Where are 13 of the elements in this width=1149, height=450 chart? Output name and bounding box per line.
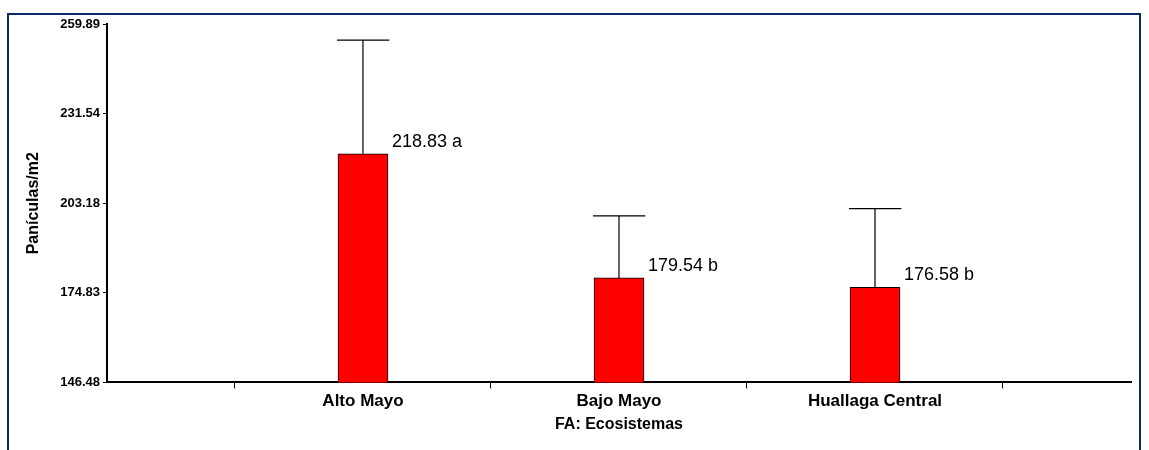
x-tick-label: Bajo Mayo [576,391,662,411]
y-tick-label: 231.54 [60,105,101,121]
y-tick-label: 259.89 [60,15,100,31]
x-tick-label: Alto Mayo [322,391,404,411]
y-tick-label: 203.18 [60,194,100,210]
x-tick-label: Huallaga Central [807,391,943,411]
y-tick-label: 174.83 [60,284,100,300]
y-tick-label: 146.48 [60,373,100,389]
annotation: 179.54 b [647,254,719,275]
y-axis-title: Panículas/m2 [24,151,42,255]
x-axis-title: FA: Ecosistemas [554,414,684,432]
annotation: 218.83 a [391,130,464,151]
annotation: 176.58 b [903,264,975,285]
